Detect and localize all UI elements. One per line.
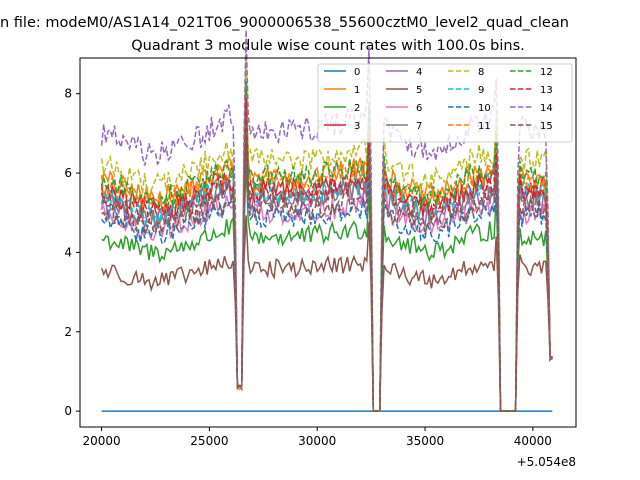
legend-label-11: 11: [478, 121, 491, 132]
legend-label-15: 15: [540, 121, 553, 132]
legend-label-5: 5: [416, 85, 422, 96]
x-tick-label: 25000: [190, 434, 228, 448]
series-line-15: [101, 134, 553, 412]
legend-label-10: 10: [478, 103, 491, 114]
x-offset-label: +5.054e8: [517, 455, 576, 469]
legend-label-14: 14: [540, 103, 553, 114]
plot-frame: [79, 57, 577, 428]
legend-label-3: 3: [354, 121, 360, 132]
y-tick-label: 0: [64, 404, 72, 418]
legend-label-0: 0: [354, 67, 360, 78]
y-tick-label: 6: [64, 166, 72, 180]
chart-title: Quadrant 3 module wise count rates with …: [131, 38, 525, 54]
series-line-2: [101, 163, 553, 412]
series-line-13: [100, 98, 553, 412]
legend-label-7: 7: [416, 121, 422, 132]
series-line-5: [100, 215, 553, 412]
legend-label-8: 8: [478, 67, 484, 78]
y-axis: 0 2 4 6 8: [64, 87, 80, 418]
x-tick-label: 20000: [82, 434, 120, 448]
series-line-4: [100, 126, 553, 412]
y-tick-label: 8: [64, 87, 72, 101]
series-line-10: [100, 144, 553, 412]
figure-suptitle: n file: modeM0/AS1A14_021T06_9000006538_…: [0, 15, 569, 31]
legend-label-9: 9: [478, 85, 484, 96]
y-tick-label: 2: [64, 325, 72, 339]
series-line-8: [100, 52, 553, 412]
legend-label-2: 2: [354, 103, 360, 114]
x-axis: 20000 25000 30000 35000 40000: [82, 427, 552, 448]
legend-label-1: 1: [354, 85, 360, 96]
x-tick-label: 40000: [514, 434, 552, 448]
x-tick-label: 35000: [406, 434, 444, 448]
legend-label-12: 12: [540, 67, 553, 78]
legend-label-6: 6: [416, 103, 422, 114]
series-line-12: [100, 80, 553, 412]
legend-box: [317, 63, 573, 143]
y-tick-label: 4: [64, 245, 72, 259]
legend-label-4: 4: [416, 67, 422, 78]
series-line-11: [100, 90, 553, 412]
legend-label-13: 13: [540, 85, 553, 96]
x-tick-label: 30000: [298, 434, 336, 448]
